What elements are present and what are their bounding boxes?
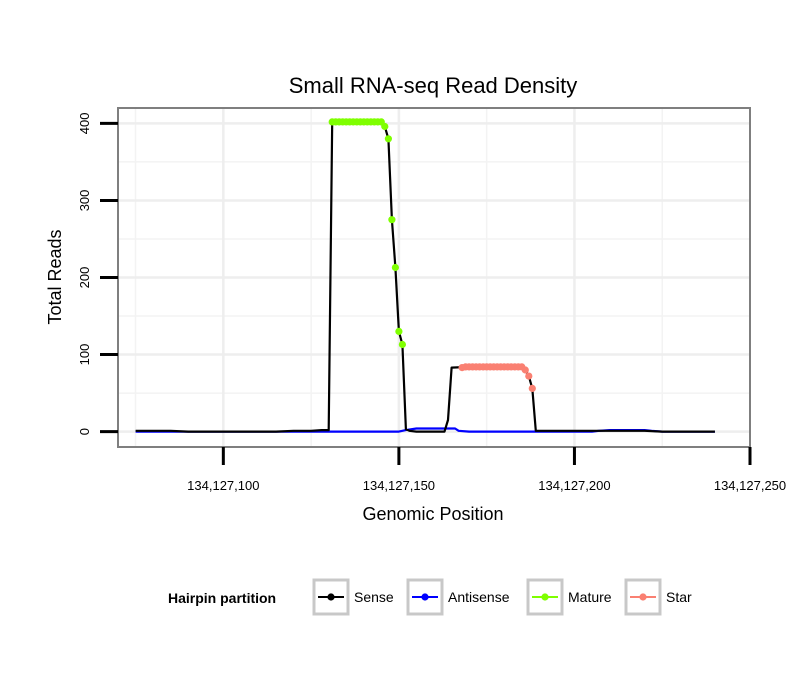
x-tick-label: 134,127,150 [363, 478, 435, 493]
plot-panel [117, 107, 751, 448]
legend-item-sense: Sense [312, 578, 394, 616]
series-points-mature [328, 118, 406, 349]
legend-title: Hairpin partition [168, 590, 276, 606]
data-point-mature [395, 327, 403, 335]
legend-label: Antisense [448, 589, 510, 605]
x-tick-label: 134,127,250 [714, 478, 786, 493]
chart-title: Small RNA-seq Read Density [289, 73, 578, 98]
data-point-mature [384, 135, 392, 143]
data-point-star [521, 366, 529, 374]
y-tick-label: 100 [77, 344, 92, 366]
legend-key-point [327, 593, 335, 601]
legend-key-point [639, 593, 647, 601]
y-tick-label: 400 [77, 113, 92, 135]
x-axis-title: Genomic Position [362, 504, 503, 524]
y-tick-label: 300 [77, 190, 92, 212]
legend-label: Mature [568, 589, 612, 605]
data-point-mature [381, 122, 389, 131]
legend-key-point [541, 593, 549, 601]
data-point-mature [388, 216, 396, 224]
legend-key-point [421, 593, 429, 601]
legend-item-star: Star [624, 578, 692, 616]
x-tick-label: 134,127,100 [187, 478, 259, 493]
y-axis: 0 100 200 300 400 [77, 113, 118, 435]
series-points-star [458, 363, 536, 392]
series-layer [135, 118, 715, 433]
data-point-mature [391, 263, 399, 272]
x-axis: 134,127,100 134,127,150 134,127,200 134,127… [187, 447, 786, 493]
y-axis-title: Total Reads [45, 229, 65, 324]
data-point-mature [398, 340, 406, 349]
legend: Hairpin partition Sense Antisense Mature St… [168, 578, 692, 616]
legend-item-antisense: Antisense [406, 578, 510, 616]
x-tick-label: 134,127,200 [538, 478, 610, 493]
legend-item-mature: Mature [526, 578, 612, 616]
y-tick-label: 0 [77, 428, 92, 435]
y-tick-label: 200 [77, 267, 92, 289]
legend-label: Sense [354, 589, 394, 605]
data-point-star [528, 384, 536, 392]
data-point-star [525, 372, 533, 380]
legend-label: Star [666, 589, 692, 605]
series-line-sense [135, 120, 715, 433]
